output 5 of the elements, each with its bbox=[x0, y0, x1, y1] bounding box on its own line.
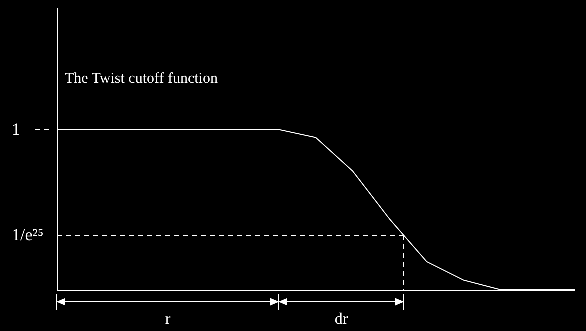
ref-line-label: 1 bbox=[12, 120, 20, 139]
text: r bbox=[165, 311, 172, 328]
ref-line-label: 1/e²⁵ bbox=[12, 226, 44, 245]
chart-title: The Twist cutoff function bbox=[65, 71, 218, 87]
text: dr bbox=[334, 311, 349, 328]
